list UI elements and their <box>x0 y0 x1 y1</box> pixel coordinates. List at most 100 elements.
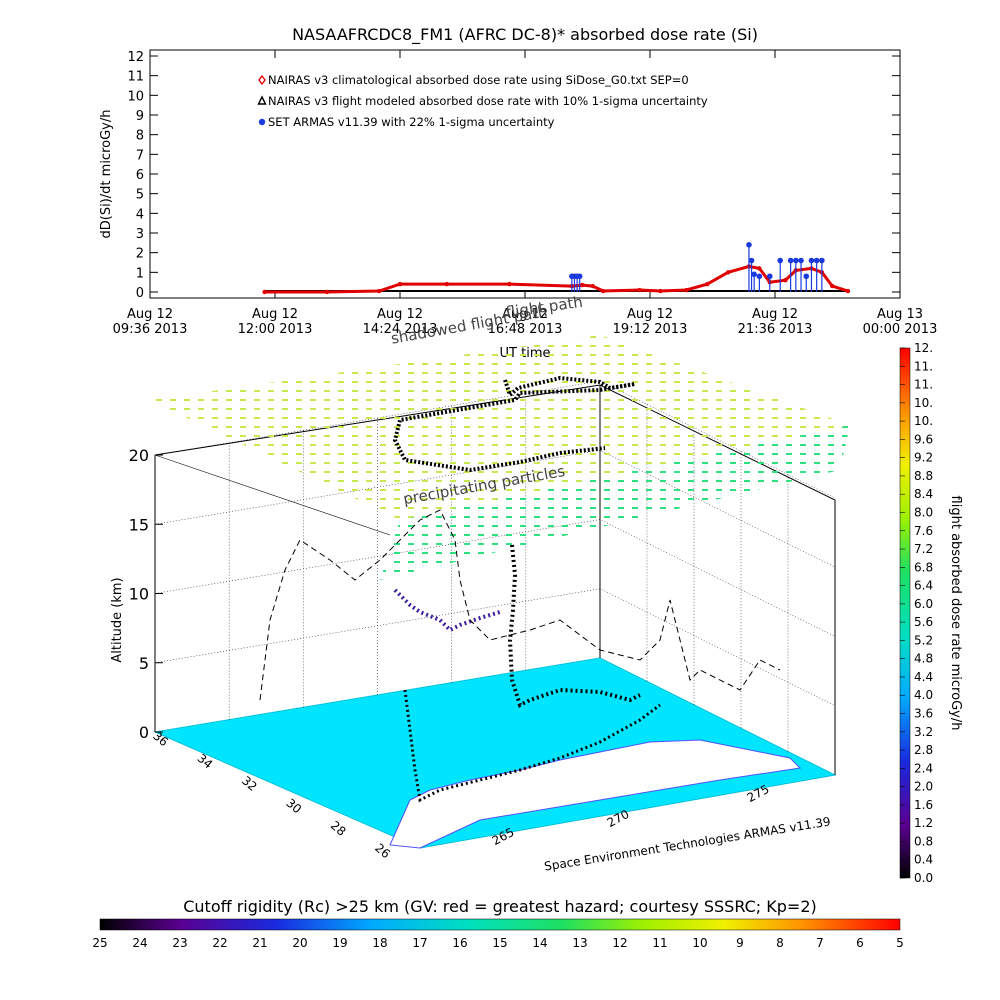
series-point <box>397 281 403 287</box>
colorbar-right-tick-label: 7.2 <box>914 542 933 556</box>
colorbar-bottom-tick-label: 15 <box>492 936 507 950</box>
colorbar-right-tick-label: 1.6 <box>914 798 933 812</box>
colorbar-right-tick-label: 4.4 <box>914 670 933 684</box>
legend-marker-triangle <box>257 95 267 105</box>
series-point <box>600 288 606 294</box>
altitude-tick-label: 5 <box>139 654 149 673</box>
series-point <box>705 281 710 287</box>
series-point <box>798 257 804 264</box>
series-point <box>766 273 773 280</box>
legend: NAIRAS v3 climatological absorbed dose r… <box>257 73 708 129</box>
series-point <box>783 278 788 283</box>
y-tick-label: 4 <box>136 207 144 222</box>
x-tick-label-time: 14:24 2013 <box>363 322 438 337</box>
series-point <box>746 242 752 248</box>
x-tick-label-date: Aug 12 <box>377 307 423 322</box>
colorbar-bottom-tick-label: 5 <box>896 936 904 950</box>
latitude-tick-label: 26 <box>372 841 393 862</box>
series-point <box>590 283 595 289</box>
series-point <box>376 288 382 294</box>
colorbar-right-tick-label: 8.0 <box>914 505 933 519</box>
series-point <box>756 273 763 280</box>
colorbar-right-tick-label: 9.6 <box>914 432 933 446</box>
latitude-tick-label: 28 <box>328 818 349 839</box>
colorbar-right-tick-label: 5.2 <box>914 633 933 647</box>
colorbar-right-tick-label: 1.2 <box>914 816 933 830</box>
top-chart: NASAAFRCDC8_FM1 (AFRC DC-8)* absorbed do… <box>99 25 937 361</box>
series-point <box>444 281 450 287</box>
flight-path-purple <box>393 588 501 633</box>
colorbar-bottom-tick-label: 24 <box>132 936 147 950</box>
colorbar-bottom-tick-label: 10 <box>692 936 707 950</box>
series-point <box>580 282 585 288</box>
series-point <box>803 273 810 280</box>
colorbar-bottom-tick-label: 16 <box>452 936 467 950</box>
y-tick-label: 7 <box>136 148 144 163</box>
colorbar-right-tick-label: 10. <box>914 396 933 410</box>
series-point <box>684 287 689 293</box>
x-tick-label-date: Aug 12 <box>627 307 673 322</box>
y-tick-label: 0 <box>136 286 144 301</box>
colorbar-right-label: flight absorbed dose rate microGy/h <box>948 496 963 731</box>
legend-label: NAIRAS v3 climatological absorbed dose r… <box>268 73 689 87</box>
series-point <box>751 271 757 278</box>
series-point <box>507 281 512 287</box>
series-point <box>787 257 794 264</box>
altitude-tick-label: 20 <box>129 446 149 465</box>
latitude-tick-label: 30 <box>283 796 304 817</box>
colorbar-bottom-tick-label: 18 <box>372 936 387 950</box>
flight-path-drop <box>507 544 641 708</box>
legend-marker-dot <box>258 118 266 126</box>
x-tick-label-date: Aug 13 <box>877 307 923 322</box>
shadowed-flight-path <box>259 509 781 701</box>
credit-text: Space Environment Technologies ARMAS v11… <box>543 814 831 873</box>
colorbar-right-tick-label: 6.0 <box>914 597 933 611</box>
particle-layer-upper <box>150 335 850 520</box>
colorbar-right-tick-label: 0.0 <box>914 871 933 885</box>
x-tick-label-time: 21:36 2013 <box>738 322 813 337</box>
colorbar-bottom-ticks: 25 24 23 22 21 20 19 18 17 16 15 14 13 12 11 10 9 8 7 6 5 <box>92 936 903 950</box>
y-tick-label: 5 <box>136 188 144 203</box>
particle-layer-lower <box>380 425 850 580</box>
legend-label: NAIRAS v3 flight modeled absorbed dose r… <box>268 94 708 108</box>
colorbar-bottom-tick-label: 23 <box>172 936 187 950</box>
series-point <box>658 288 663 294</box>
colorbar-right-tick-label: 11. <box>914 359 933 373</box>
y-tick-label: 8 <box>136 129 144 144</box>
colorbar-bottom-tick-label: 25 <box>92 936 107 950</box>
colorbar-bottom-tick-label: 20 <box>292 936 307 950</box>
colorbar-right-tick-label: 11. <box>914 378 933 392</box>
series-layer <box>262 242 851 295</box>
y-axis-label: dD(Si)/dt microGy/h <box>99 110 114 239</box>
altitude-tick-label: 15 <box>129 515 149 534</box>
altitude-ticks: 0 5 10 15 20 <box>129 446 163 742</box>
colorbar-bottom-tick-label: 8 <box>776 936 784 950</box>
coastline <box>389 739 802 849</box>
x-tick-label-time: 09:36 2013 <box>113 322 188 337</box>
colorbar-bottom-tick-label: 19 <box>332 936 347 950</box>
colorbar-right-tick-label: 2.4 <box>914 761 933 775</box>
series-point <box>793 257 799 264</box>
colorbar-right-tick-label: 8.8 <box>914 469 933 483</box>
x-tick-label-time: 19:12 2013 <box>613 322 688 337</box>
colorbar-bottom-tick-label: 6 <box>856 936 864 950</box>
colorbar-right-ticks: 0.0 0.4 0.8 1.2 1.6 2.0 2.4 2.8 3.2 3.6 4.0 4.4 4.8 5… <box>900 341 933 885</box>
flight-path <box>392 375 636 473</box>
y-tick-label: 2 <box>136 247 144 262</box>
x-tick-label-date: Aug 12 <box>127 307 173 322</box>
altitude-axis-label: Altitude (km) <box>110 577 125 662</box>
colorbar-right-tick-label: 7.6 <box>914 524 933 538</box>
colorbar-right-tick-label: 3.6 <box>914 707 933 721</box>
colorbar-bottom-tick-label: 11 <box>652 936 667 950</box>
x-tick-label-date: Aug 12 <box>252 307 298 322</box>
colorbar-right-tick-label: 5.6 <box>914 615 933 629</box>
colorbar-right-tick-label: 6.8 <box>914 560 933 574</box>
x-tick-label-time: 12:00 2013 <box>238 322 313 337</box>
series-point <box>324 289 330 295</box>
colorbar-bottom-tick-label: 12 <box>612 936 627 950</box>
series-line <box>264 264 849 294</box>
